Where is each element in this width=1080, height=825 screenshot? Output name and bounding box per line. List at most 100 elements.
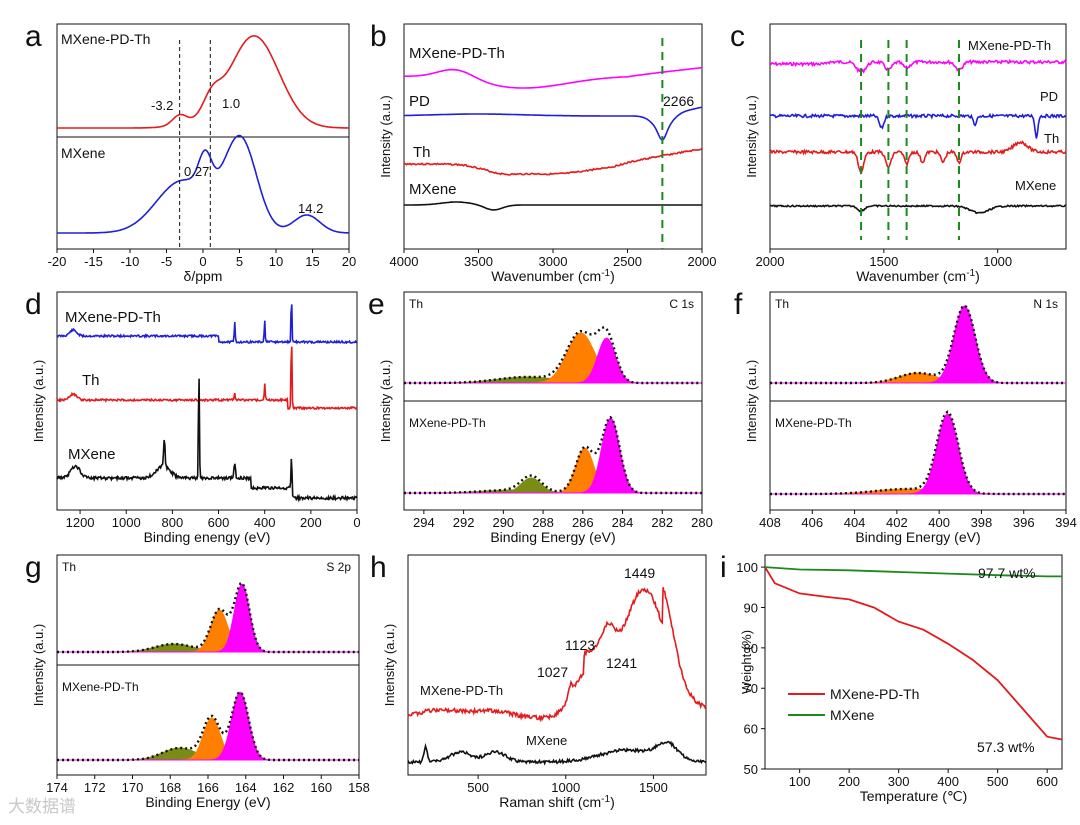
x-tick-label: -5 xyxy=(161,254,173,269)
x-tick-label: 162 xyxy=(273,780,295,795)
x-tick-label: 160 xyxy=(310,780,332,795)
x-tick-label: 0 xyxy=(199,254,206,269)
series-label: Th xyxy=(775,297,789,311)
x-tick-label: 200 xyxy=(300,515,322,530)
panel-h: 500 1000 1500 Raman shift (cm-1) Intensity (… xyxy=(370,551,707,810)
fit-component xyxy=(404,477,702,494)
series-mxene xyxy=(57,134,349,234)
series-label: MXene xyxy=(526,733,567,748)
series-label: MXene xyxy=(61,145,106,161)
series-mxene xyxy=(404,201,702,211)
x-tick-label: 170 xyxy=(122,780,144,795)
y-axis-label: Weight (%) xyxy=(739,630,754,694)
x-tick-label: 288 xyxy=(532,515,554,530)
x-tick-label: 294 xyxy=(413,515,435,530)
y-tick-label: 60 xyxy=(744,722,758,737)
panel-letter: d xyxy=(25,288,42,321)
x-tick-label: 2500 xyxy=(613,254,642,269)
x-tick-label: 172 xyxy=(84,780,106,795)
core-level-label: C 1s xyxy=(669,297,694,311)
peak-label: 0.27 xyxy=(184,164,209,179)
series-label: MXene-PD-Th xyxy=(409,45,505,62)
x-tick-label: 290 xyxy=(492,515,514,530)
x-tick-label: 300 xyxy=(888,774,910,789)
x-axis-label: Wavenumber (cm-1) xyxy=(856,268,980,284)
x-axis-label: Temperature (℃) xyxy=(860,788,968,804)
fit-component xyxy=(404,332,702,384)
plot-frame xyxy=(56,291,358,511)
panel-letter: c xyxy=(730,20,745,53)
series-label: Th xyxy=(409,297,423,311)
series-pd xyxy=(404,106,703,141)
series-th xyxy=(403,147,703,176)
y-axis-label: Intensity (a.u.) xyxy=(31,360,46,442)
x-tick-label: 10 xyxy=(269,254,283,269)
series-mxene xyxy=(769,204,1067,215)
panel-letter: h xyxy=(370,551,387,584)
series-label: MXene-PD-Th xyxy=(61,31,150,47)
x-tick-label: 200 xyxy=(838,774,860,789)
peak-label: 1449 xyxy=(624,565,655,581)
series-th xyxy=(56,346,358,411)
x-tick-label: 284 xyxy=(612,515,634,530)
x-tick-label: 2000 xyxy=(756,254,785,269)
panel-letter: f xyxy=(734,288,743,321)
panel-letter: e xyxy=(368,288,385,321)
x-tick-label: 400 xyxy=(937,774,959,789)
plot-frame xyxy=(764,554,1063,770)
x-tick-label: -10 xyxy=(121,254,140,269)
x-tick-label: 15 xyxy=(305,254,319,269)
x-tick-label: 4000 xyxy=(390,254,419,269)
panel-d: 1200 1000 800 600 400 200 0 Binding enengy (eV)… xyxy=(25,288,361,545)
envelope-curve xyxy=(770,304,1066,385)
x-tick-label: 5 xyxy=(236,254,243,269)
x-axis-label: Wavenumber (cm-1) xyxy=(491,268,615,284)
series-label: MXene-PD-Th xyxy=(409,416,486,430)
series-label: MXene xyxy=(1015,178,1056,193)
series-label: Th xyxy=(62,560,76,574)
panel-i: 100 200 300 400 500 600 Temperature (℃) Weight … xyxy=(720,551,1063,804)
series-label: MXene-PD-Th xyxy=(420,683,503,698)
x-tick-label: 500 xyxy=(987,774,1009,789)
fit-component xyxy=(770,305,1066,384)
envelope-curve xyxy=(57,690,359,762)
peak-label: 1123 xyxy=(565,637,595,653)
x-tick-label: 286 xyxy=(572,515,594,530)
x-tick-label: 400 xyxy=(254,515,276,530)
series-label: Th xyxy=(82,372,100,389)
y-tick-label: 100 xyxy=(736,560,758,575)
series-label: MXene xyxy=(68,446,116,463)
legend-label: MXene xyxy=(830,707,875,723)
panel-a: -20 -15 -10 -5 0 5 10 15 20 δ/ppm a MXene-PD-Th MXen… xyxy=(25,20,356,284)
x-tick-label: 164 xyxy=(235,780,257,795)
y-tick-label: 50 xyxy=(744,762,758,777)
x-tick-label: 2000 xyxy=(688,254,717,269)
core-level-label: N 1s xyxy=(1033,297,1058,311)
series-label: MXene-PD-Th xyxy=(62,680,139,694)
x-tick-label: -20 xyxy=(48,254,67,269)
x-tick-label: 402 xyxy=(886,515,908,530)
plot-frame xyxy=(769,23,1067,250)
x-tick-label: 0 xyxy=(353,515,360,530)
x-tick-label: 168 xyxy=(159,780,181,795)
series-label: MXene-PD-Th xyxy=(775,416,852,430)
core-level-label: S 2p xyxy=(326,560,351,574)
panel-f: 408 406 404 402 400 398 396 394 Binding Energy (… xyxy=(734,288,1077,545)
fit-component xyxy=(404,447,702,494)
panel-letter: a xyxy=(25,20,42,53)
panel-letter: b xyxy=(370,20,387,53)
watermark: 大数据谱 xyxy=(8,797,76,817)
series-mxene-pd-th xyxy=(57,35,349,129)
series-label: MXene xyxy=(409,181,457,198)
envelope-curve xyxy=(57,581,359,654)
peak-label: 14.2 xyxy=(298,201,323,216)
panel-b: 4000 3500 3000 2500 2000 Wavenumber (cm-1) Int… xyxy=(370,20,716,284)
x-tick-label: 800 xyxy=(162,515,184,530)
value-label: 97.7 wt% xyxy=(978,565,1036,581)
series-label: Th xyxy=(1044,131,1059,146)
x-axis-label: Binding Energy (eV) xyxy=(490,529,615,545)
x-tick-label: 282 xyxy=(651,515,673,530)
value-label: 57.3 wt% xyxy=(977,739,1035,755)
